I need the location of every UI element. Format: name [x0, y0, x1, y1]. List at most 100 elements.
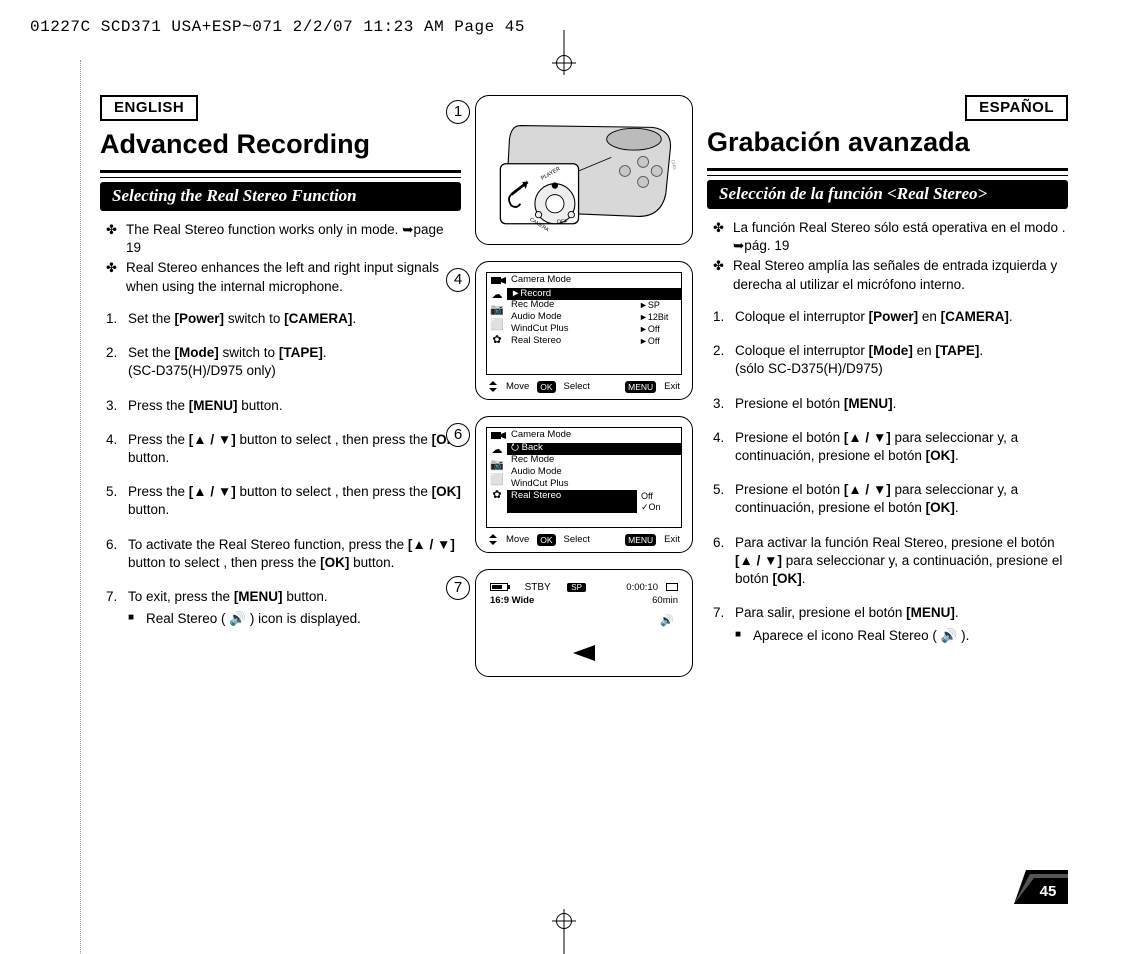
figure-4: 4 Camera Mode ☁ 📷 ⬜ ✿ ►Reco	[475, 261, 693, 400]
figure-6: 6 Camera Mode ☁ 📷 ⬜ ✿ ⭮ Bac	[475, 416, 693, 553]
step-es-4: 4.Presione el botón [▲ / ▼] para selecci…	[713, 429, 1068, 465]
battery-icon	[490, 583, 508, 591]
camera-icon: 📷	[490, 460, 504, 471]
svg-text:45: 45	[1040, 883, 1057, 900]
figure-4-number: 4	[446, 268, 470, 292]
menu-row-6-2: WindCut Plus	[507, 478, 681, 490]
subhead-spanish: Selección de la función <Real Stereo>	[707, 180, 1068, 209]
sp-pill: SP	[567, 583, 586, 592]
title-spanish: Grabación avanzada	[707, 127, 1068, 158]
step-es-7-sub: Aparece el icono Real Stereo ( 🔊 ).	[735, 627, 1068, 645]
camera-diagram: PLAYER OFF CAMERA CHG	[484, 104, 684, 238]
foot-exit-6: Exit	[664, 534, 680, 545]
menu-title-6: Camera Mode	[487, 428, 681, 443]
ok-pill-6: OK	[537, 534, 555, 546]
menu-pill-4: MENU	[625, 381, 656, 393]
ok-pill-4: OK	[537, 381, 555, 393]
figure-6-number: 6	[446, 423, 470, 447]
figure-7: 7 STBY SP 0:00:10 16:9 Wide 60min 🔊	[475, 569, 693, 677]
menu-title-6-text: Camera Mode	[511, 430, 571, 441]
menu-row-6-0: Rec Mode	[507, 455, 681, 467]
steps-english: 1.Set the [Power] switch to [CAMERA]. 2.…	[100, 310, 461, 629]
svg-text:CHG: CHG	[670, 159, 677, 170]
menu-title-4-text: Camera Mode	[511, 275, 571, 286]
step-es-6: 6.Para activar la función Real Stereo, p…	[713, 534, 1068, 589]
updown-icon	[488, 381, 498, 392]
updown-icon	[488, 534, 498, 545]
cloud-icon: ☁	[492, 290, 503, 301]
camcorder-icon	[491, 430, 507, 441]
tape-icon: ⬜	[490, 475, 504, 486]
menu-foot-6: Move OK Select MENU Exit	[484, 532, 684, 546]
foot-select-4: Select	[564, 381, 590, 392]
bullet-en-2: Real Stereo enhances the left and right …	[106, 259, 461, 295]
menu-header-4: ►Record	[507, 288, 681, 300]
stby-label: STBY	[514, 582, 561, 593]
cloud-icon: ☁	[492, 445, 503, 456]
menu-row-4-0: Rec Mode►SP	[507, 300, 681, 312]
rule-en-1	[100, 170, 461, 173]
camcorder-icon	[491, 275, 507, 286]
foot-move-4: Move	[506, 381, 529, 392]
time-label: 0:00:10	[626, 582, 658, 593]
menu-row-6-1: Audio Mode	[507, 466, 681, 478]
tape-icon: ⬜	[490, 320, 504, 331]
left-column: ENGLISH Advanced Recording Selecting the…	[100, 95, 469, 693]
foot-move-6: Move	[506, 534, 529, 545]
rule-en-2	[100, 177, 461, 178]
svg-text:OFF: OFF	[557, 220, 569, 226]
tape-remain-icon	[666, 583, 678, 591]
menu-table-6: ⭮ Back Rec Mode Audio Mode WindCut Plus …	[507, 443, 681, 527]
rule-es-2	[707, 175, 1068, 176]
bullet-es-2: Real Stereo amplía las señales de entrad…	[713, 257, 1068, 293]
proof-header: 01227C SCD371 USA+ESP~071 2/2/07 11:23 A…	[30, 18, 525, 36]
menu-header-6: ⭮ Back	[507, 443, 681, 455]
steps-spanish: 1.Coloque el interruptor [Power] en [CAM…	[707, 308, 1068, 645]
menu-screen-6: Camera Mode ☁ 📷 ⬜ ✿ ⭮ Back Rec Mode Audi…	[486, 427, 682, 528]
wide-label: 16:9 Wide	[490, 595, 534, 606]
opt-on: ✓On	[637, 502, 681, 513]
menu-side-icons-6: ☁ 📷 ⬜ ✿	[487, 443, 507, 527]
step-en-7: 7.To exit, press the [MENU] button. Real…	[106, 588, 461, 628]
menu-row-4-2: WindCut Plus►Off	[507, 324, 681, 336]
lang-badge-spanish: ESPAÑOL	[965, 95, 1068, 121]
foot-select-6: Select	[564, 534, 590, 545]
step-en-6: 6.To activate the Real Stereo function, …	[106, 536, 461, 572]
step-en-7-sub: Real Stereo ( 🔊 ) icon is displayed.	[128, 610, 461, 628]
step-en-2: 2.Set the [Mode] switch to [TAPE].(SC-D3…	[106, 344, 461, 380]
menu-foot-4: Move OK Select MENU Exit	[484, 379, 684, 393]
stereo-icon: 🔊	[660, 614, 674, 627]
crop-cross-top	[556, 55, 572, 71]
figure-1: 1 PLAYER OFF CAMERA	[475, 95, 693, 245]
rule-es-1	[707, 168, 1068, 171]
step-en-1: 1.Set the [Power] switch to [CAMERA].	[106, 310, 461, 328]
menu-side-icons-4: ☁ 📷 ⬜ ✿	[487, 288, 507, 374]
figure-7-number: 7	[446, 576, 470, 600]
bullet-en-1: The Real Stereo function works only in m…	[106, 221, 461, 257]
step-es-2: 2.Coloque el interruptor [Mode] en [TAPE…	[713, 342, 1068, 378]
opt-off: Off	[637, 490, 681, 501]
menu-row-4-3: Real Stereo►Off	[507, 336, 681, 348]
step-en-4: 4.Press the [▲ / ▼] button to select , t…	[106, 431, 461, 467]
step-en-5: 5.Press the [▲ / ▼] button to select , t…	[106, 483, 461, 519]
play-indicator-icon	[573, 645, 595, 664]
menu-pill-6: MENU	[625, 534, 656, 546]
duration-label: 60min	[652, 595, 678, 606]
menu-table-4: ►Record Rec Mode►SP Audio Mode►12Bit Win…	[507, 288, 681, 374]
foot-exit-4: Exit	[664, 381, 680, 392]
step-es-1: 1.Coloque el interruptor [Power] en [CAM…	[713, 308, 1068, 326]
menu-screen-4: Camera Mode ☁ 📷 ⬜ ✿ ►Record Rec Mode►SP …	[486, 272, 682, 375]
subhead-english: Selecting the Real Stereo Function	[100, 182, 461, 211]
bullets-english: The Real Stereo function works only in m…	[100, 221, 461, 296]
menu-title-4: Camera Mode	[487, 273, 681, 288]
bullet-es-1: La función Real Stereo sólo está operati…	[713, 219, 1068, 255]
osd-screen: STBY SP 0:00:10 16:9 Wide 60min 🔊	[484, 578, 684, 670]
step-es-5: 5.Presione el botón [▲ / ▼] para selecci…	[713, 481, 1068, 517]
menu-row-4-1: Audio Mode►12Bit	[507, 312, 681, 324]
lang-badge-english: ENGLISH	[100, 95, 198, 121]
menu-row-6-sel: Real Stereo Off ✓On	[507, 490, 681, 513]
bullets-spanish: La función Real Stereo sólo está operati…	[707, 219, 1068, 294]
crop-cross-bottom	[556, 913, 572, 929]
page-number-badge: 45	[1014, 870, 1068, 904]
figures-column: 1 PLAYER OFF CAMERA	[469, 95, 699, 693]
